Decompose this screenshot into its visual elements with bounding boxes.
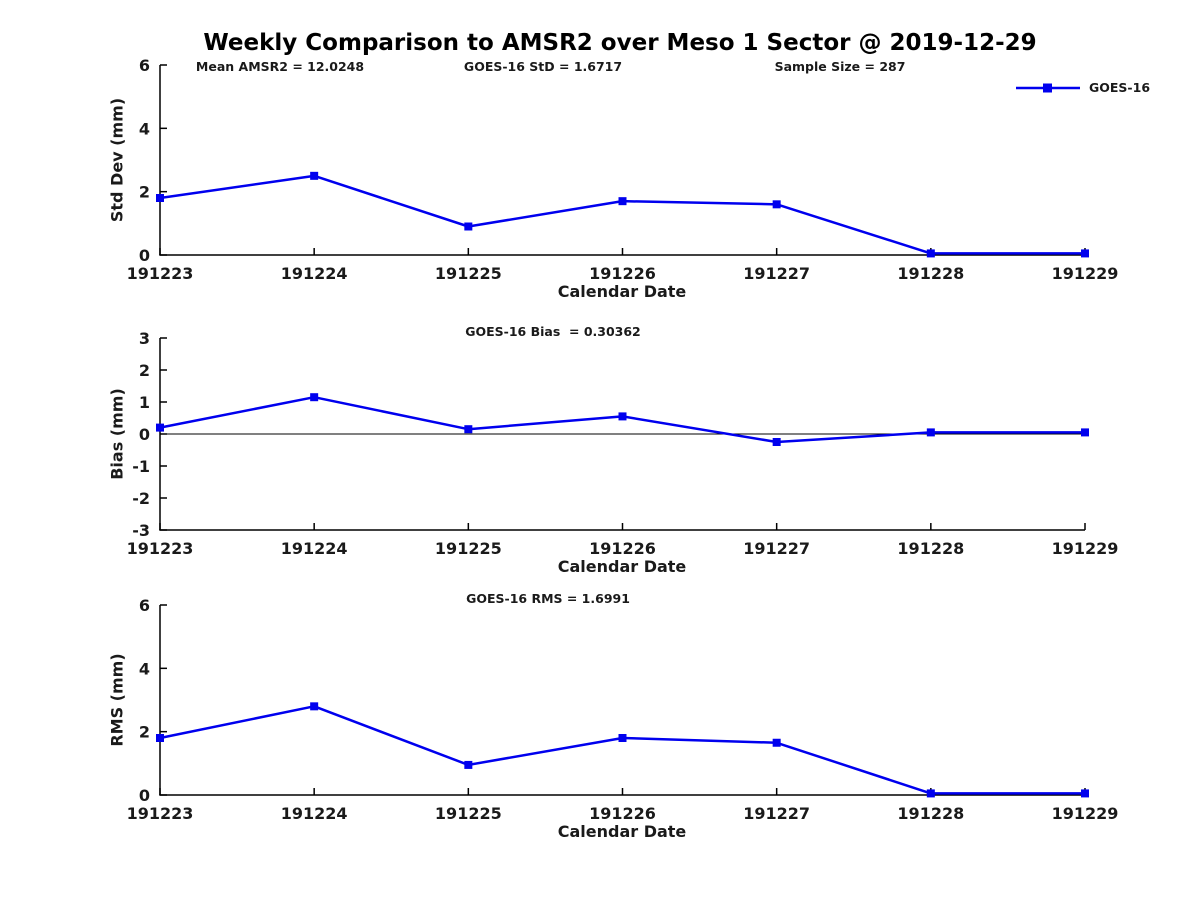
data-point (310, 171, 319, 180)
y-tick-label: 2 (139, 723, 150, 742)
data-point (618, 412, 627, 421)
x-tick-label: 191226 (589, 804, 656, 823)
data-point (156, 423, 164, 432)
x-tick-label: 191229 (1052, 804, 1119, 823)
data-point (1081, 428, 1089, 437)
y-tick-label: 1 (139, 393, 150, 412)
data-point (156, 734, 164, 742)
data-point (926, 428, 935, 437)
x-tick-label: 191223 (127, 539, 194, 558)
y-tick-label: -2 (132, 489, 150, 508)
x-tick-label: 191225 (435, 539, 502, 558)
x-tick-label: 191225 (435, 264, 502, 283)
data-point (926, 789, 935, 798)
x-tick-label: 191224 (281, 264, 348, 283)
x-tick-label: 191224 (281, 539, 348, 558)
subplot-title-bias: GOES-16 Bias = 0.30362 (465, 324, 641, 339)
legend-label: GOES-16 (1089, 80, 1151, 95)
series-line-goes-16 (159, 705, 1085, 795)
stat-goes16-std: GOES-16 StD = 1.6717 (463, 59, 623, 74)
data-point (1081, 789, 1089, 798)
ylabel-bias: Bias (mm) (107, 388, 127, 480)
data-point (772, 738, 781, 747)
data-point (772, 200, 781, 209)
x-tick-label: 191226 (589, 539, 656, 558)
data-point (464, 222, 473, 231)
data-point (772, 438, 781, 446)
data-point (618, 734, 627, 742)
x-tick-label: 191229 (1052, 264, 1119, 283)
stat-sample-size: Sample Size = 287 (774, 59, 906, 74)
x-tick-label: 191227 (743, 264, 810, 283)
data-point (618, 197, 627, 206)
x-tick-label: 191228 (897, 539, 964, 558)
series-line-goes-16 (159, 174, 1085, 255)
data-point (1081, 249, 1089, 258)
y-tick-label: 4 (139, 659, 150, 678)
xlabel-calendar-date-3: Calendar Date (557, 822, 687, 841)
ylabel-rms: RMS (mm) (107, 653, 127, 747)
y-tick-label: 2 (139, 361, 150, 380)
data-point (464, 425, 473, 434)
y-tick-label: 0 (139, 786, 150, 805)
data-point (310, 702, 319, 711)
x-tick-label: 191227 (743, 539, 810, 558)
data-point (464, 760, 473, 769)
x-tick-label: 191228 (897, 804, 964, 823)
y-tick-label: 4 (139, 119, 150, 138)
y-tick-label: 3 (139, 329, 150, 348)
x-tick-label: 191228 (897, 264, 964, 283)
y-tick-label: 6 (139, 596, 150, 615)
x-tick-label: 191225 (435, 804, 502, 823)
x-tick-label: 191224 (281, 804, 348, 823)
data-point (926, 249, 935, 258)
data-point (310, 393, 319, 402)
xlabel-calendar-date-1: Calendar Date (557, 282, 687, 301)
data-point (156, 194, 164, 202)
x-tick-label: 191223 (127, 804, 194, 823)
y-tick-label: 0 (139, 425, 150, 444)
y-tick-label: -3 (132, 521, 150, 540)
y-tick-label: -1 (132, 457, 150, 476)
legend: GOES-16 (1015, 80, 1150, 95)
x-tick-label: 191229 (1052, 539, 1119, 558)
x-tick-label: 191226 (589, 264, 656, 283)
xlabel-calendar-date-2: Calendar Date (557, 557, 687, 576)
stat-mean-amsr2: Mean AMSR2 = 12.0248 (195, 59, 365, 74)
figure-title: Weekly Comparison to AMSR2 over Meso 1 S… (203, 30, 1037, 56)
x-tick-label: 191223 (127, 264, 194, 283)
y-tick-label: 0 (139, 246, 150, 265)
ylabel-std-dev: Std Dev (mm) (107, 97, 127, 223)
subplot-title-rms: GOES-16 RMS = 1.6991 (466, 591, 630, 606)
y-tick-label: 6 (139, 56, 150, 75)
x-tick-label: 191227 (743, 804, 810, 823)
legend-line-marker-icon (1016, 83, 1080, 92)
y-tick-label: 2 (139, 183, 150, 202)
